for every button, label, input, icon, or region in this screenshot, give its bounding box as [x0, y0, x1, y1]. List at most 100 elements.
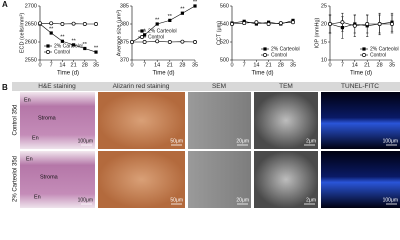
y-axis-label: CCT (μm): [216, 21, 222, 45]
y-tick-label: 370: [120, 57, 129, 63]
marker: [142, 40, 147, 44]
y-tick-label: 520: [220, 39, 229, 45]
image: [254, 151, 318, 208]
x-tick-label: 28: [377, 62, 383, 68]
image: [20, 151, 95, 208]
y-tick-label: 380: [120, 21, 129, 27]
column-header: TUNEL-FITC: [341, 83, 379, 90]
marker: [263, 47, 267, 51]
significance: **: [60, 35, 65, 41]
x-tick-label: 21: [364, 62, 370, 68]
scale-label: 100μm: [383, 197, 398, 203]
scale-label: 50μm: [170, 197, 183, 203]
x-tick-label: 0: [328, 62, 331, 68]
x-tick-label: 28: [278, 62, 284, 68]
marker: [340, 20, 345, 25]
layer-label: En: [34, 194, 41, 200]
y-tick-label: 2600: [25, 39, 37, 45]
row-label: 2% Carteolol 35d: [13, 156, 19, 202]
line: [132, 40, 196, 43]
x-tick-label: 14: [352, 62, 358, 68]
y-tick-label: 20: [321, 21, 327, 27]
x-tick-label: 35: [389, 62, 395, 68]
marker: [266, 22, 271, 26]
scale-label: 50μm: [170, 138, 183, 144]
layer-label: En: [26, 156, 33, 162]
y-tick-label: 2700: [25, 3, 37, 9]
legend-label: Control: [370, 52, 386, 58]
marker: [130, 40, 134, 44]
x-tick-label: 7: [341, 62, 344, 68]
y-tick-label: 385: [120, 3, 129, 9]
significance: **: [193, 0, 198, 5]
x-tick-label: 0: [230, 62, 233, 68]
legend-label: Control: [54, 49, 70, 55]
y-tick-label: 500: [220, 57, 229, 63]
header-strip: [12, 82, 400, 91]
image: [20, 92, 95, 149]
marker: [46, 44, 50, 48]
marker: [155, 39, 160, 44]
row-label: Control 35d: [13, 104, 19, 135]
y-tick-label: 15: [321, 39, 327, 45]
marker: [362, 47, 366, 51]
scale-label: 20μm: [236, 197, 249, 203]
x-axis-label: Time (d): [152, 71, 174, 77]
marker: [82, 22, 87, 26]
marker: [49, 21, 54, 26]
marker: [83, 46, 87, 51]
y-axis-label: ECD (cells/mm²): [19, 13, 25, 53]
scale-label: 2μm: [306, 138, 316, 144]
image: [254, 92, 318, 149]
marker: [180, 11, 184, 15]
line: [329, 21, 392, 27]
marker: [94, 22, 98, 26]
x-tick-label: 7: [243, 62, 246, 68]
scale-label: 100μm: [78, 138, 93, 144]
x-tick-label: 7: [143, 62, 146, 68]
legend-label: 2% Carteolol: [271, 46, 300, 52]
marker: [230, 22, 234, 26]
figure: A B 2550 2600 2650 2700 0 7 14 21 28 35 Time (d) EC…: [2, 0, 400, 208]
marker: [71, 21, 76, 26]
column-header: H&E staining: [38, 83, 76, 90]
legend-label: 2% Carteolol: [54, 43, 83, 49]
marker: [328, 22, 332, 26]
y-tick-label: 2550: [25, 57, 37, 63]
marker: [291, 20, 295, 25]
significance: **: [49, 26, 54, 32]
panel-label: B: [2, 83, 8, 92]
line: [40, 22, 96, 25]
marker: [60, 39, 64, 43]
y-tick-label: 375: [120, 39, 129, 45]
x-tick-label: 14: [154, 62, 160, 68]
image: [188, 92, 251, 149]
scale-label: 20μm: [236, 138, 249, 144]
column-header: SEM: [212, 83, 226, 90]
x-tick-label: 14: [59, 62, 65, 68]
image: [98, 151, 185, 208]
marker: [390, 22, 394, 26]
y-tick-label: 2650: [25, 21, 37, 27]
y-tick-label: 10: [321, 57, 327, 63]
layer-label: En: [32, 135, 39, 141]
x-tick-label: 21: [167, 62, 173, 68]
column-header: TEM: [279, 83, 293, 90]
marker: [46, 50, 50, 54]
layer-label: En: [24, 97, 31, 103]
y-axis-label: IOP (mmHg): [314, 17, 320, 48]
marker: [155, 22, 159, 26]
marker: [140, 35, 144, 39]
significance: **: [155, 17, 160, 23]
x-tick-label: 35: [290, 62, 296, 68]
legend-label: 2% Carteolol: [148, 28, 177, 34]
marker: [180, 39, 185, 44]
marker: [167, 40, 172, 44]
x-tick-label: 28: [82, 62, 88, 68]
x-tick-label: 21: [71, 62, 77, 68]
layer-label: Stroma: [40, 174, 59, 180]
marker: [38, 21, 42, 26]
panel-label: A: [2, 0, 8, 9]
marker: [193, 40, 197, 44]
x-tick-label: 35: [192, 62, 198, 68]
